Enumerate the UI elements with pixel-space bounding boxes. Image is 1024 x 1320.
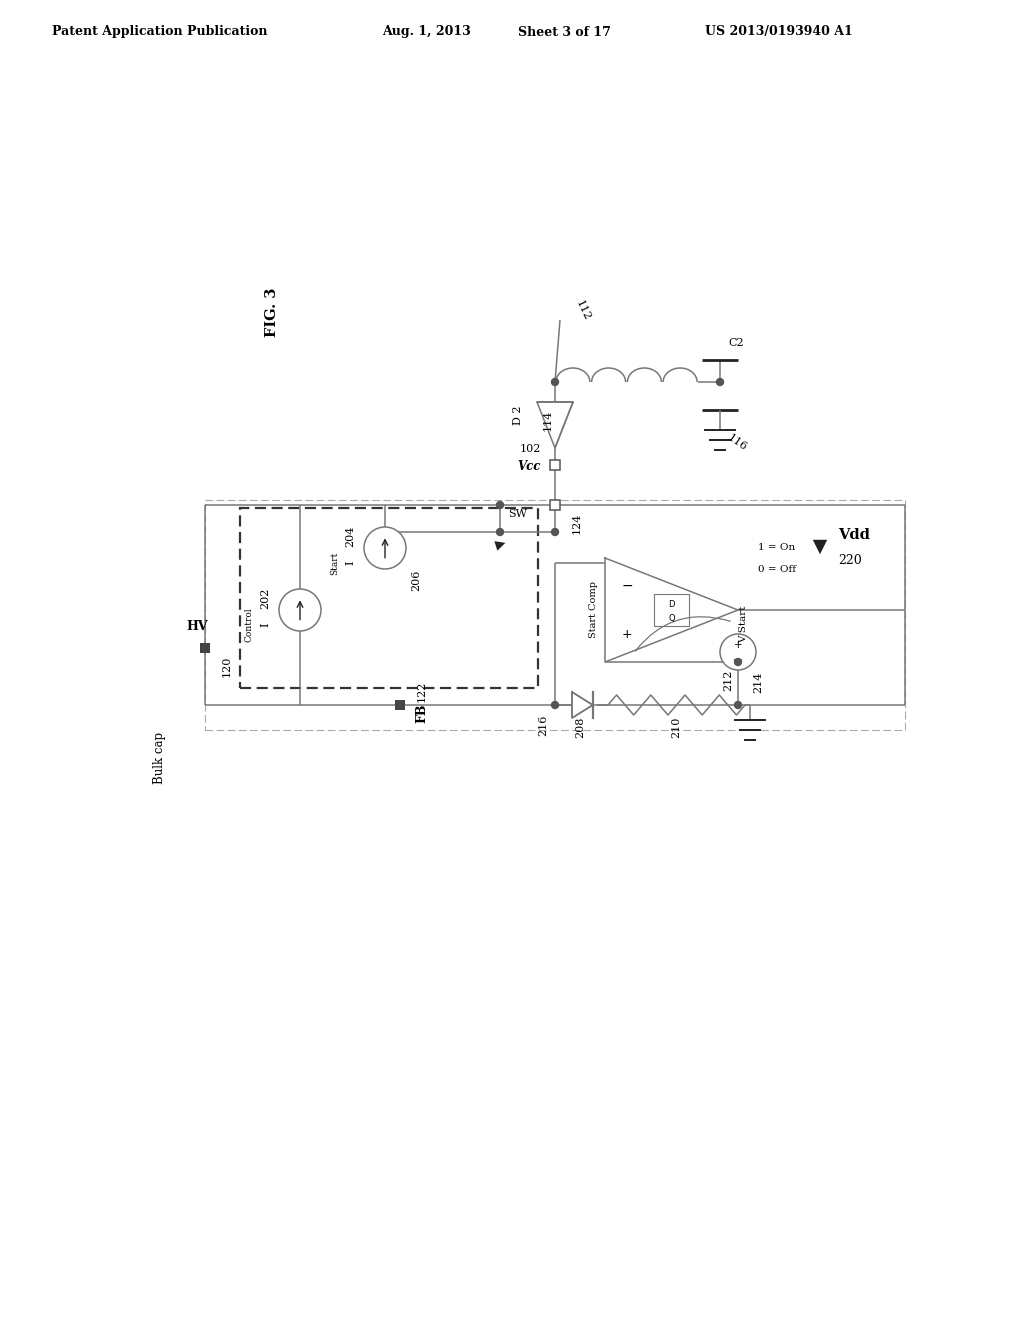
- Circle shape: [734, 659, 741, 665]
- Bar: [205, 500, 905, 730]
- Bar: [240, 508, 538, 688]
- Text: 214: 214: [753, 672, 763, 693]
- Circle shape: [497, 502, 504, 508]
- Text: 216: 216: [538, 714, 548, 735]
- Text: Start Comp: Start Comp: [589, 582, 597, 639]
- Text: 204: 204: [345, 525, 355, 546]
- Text: D 2: D 2: [513, 405, 523, 425]
- Text: 102: 102: [519, 444, 541, 454]
- Text: Vdd: Vdd: [838, 528, 869, 543]
- Text: Sheet 3 of 17: Sheet 3 of 17: [518, 25, 611, 38]
- Text: Bulk cap: Bulk cap: [154, 731, 167, 784]
- Text: 122: 122: [417, 680, 427, 702]
- Text: 116: 116: [725, 432, 749, 453]
- Text: V Start: V Start: [739, 606, 749, 643]
- FancyArrowPatch shape: [636, 616, 730, 651]
- Text: I: I: [345, 561, 355, 565]
- Text: 1 = On: 1 = On: [758, 544, 796, 553]
- Circle shape: [497, 528, 504, 536]
- Text: Vcc: Vcc: [517, 461, 541, 474]
- Polygon shape: [605, 558, 738, 663]
- Text: Start: Start: [330, 552, 339, 574]
- Text: SW: SW: [508, 510, 527, 519]
- Text: 124: 124: [572, 512, 582, 533]
- Text: 120: 120: [222, 655, 232, 677]
- Text: 0 = Off: 0 = Off: [758, 565, 796, 574]
- Text: FB: FB: [416, 704, 428, 723]
- Circle shape: [552, 528, 558, 536]
- Text: +: +: [622, 627, 632, 640]
- Circle shape: [364, 527, 406, 569]
- Text: 208: 208: [575, 717, 585, 738]
- Text: 114: 114: [543, 409, 553, 430]
- Circle shape: [720, 634, 756, 671]
- Text: −: −: [622, 579, 633, 593]
- Text: Patent Application Publication: Patent Application Publication: [52, 25, 267, 38]
- Text: 220: 220: [838, 553, 862, 566]
- Circle shape: [717, 379, 724, 385]
- Text: D: D: [669, 599, 675, 609]
- Text: 202: 202: [260, 587, 270, 609]
- Text: −: −: [733, 652, 743, 665]
- Text: HV: HV: [186, 619, 208, 632]
- Bar: [654, 594, 689, 626]
- Text: Aug. 1, 2013: Aug. 1, 2013: [382, 25, 471, 38]
- Text: Control: Control: [245, 607, 254, 643]
- Text: C2: C2: [728, 338, 743, 348]
- Text: FIG. 3: FIG. 3: [265, 288, 279, 337]
- Bar: [200, 643, 210, 653]
- Text: 112: 112: [573, 298, 592, 322]
- Text: 206: 206: [411, 569, 421, 590]
- Bar: [550, 500, 560, 510]
- Bar: [395, 700, 406, 710]
- Text: Q: Q: [669, 614, 675, 623]
- Circle shape: [734, 701, 741, 709]
- Polygon shape: [537, 403, 573, 447]
- Text: 210: 210: [672, 717, 682, 738]
- Circle shape: [279, 589, 321, 631]
- Polygon shape: [572, 692, 593, 718]
- Bar: [550, 459, 560, 470]
- Circle shape: [552, 379, 558, 385]
- Text: 212: 212: [723, 669, 733, 690]
- Text: US 2013/0193940 A1: US 2013/0193940 A1: [705, 25, 853, 38]
- Text: +: +: [733, 640, 742, 649]
- Circle shape: [552, 701, 558, 709]
- Text: I: I: [260, 623, 270, 627]
